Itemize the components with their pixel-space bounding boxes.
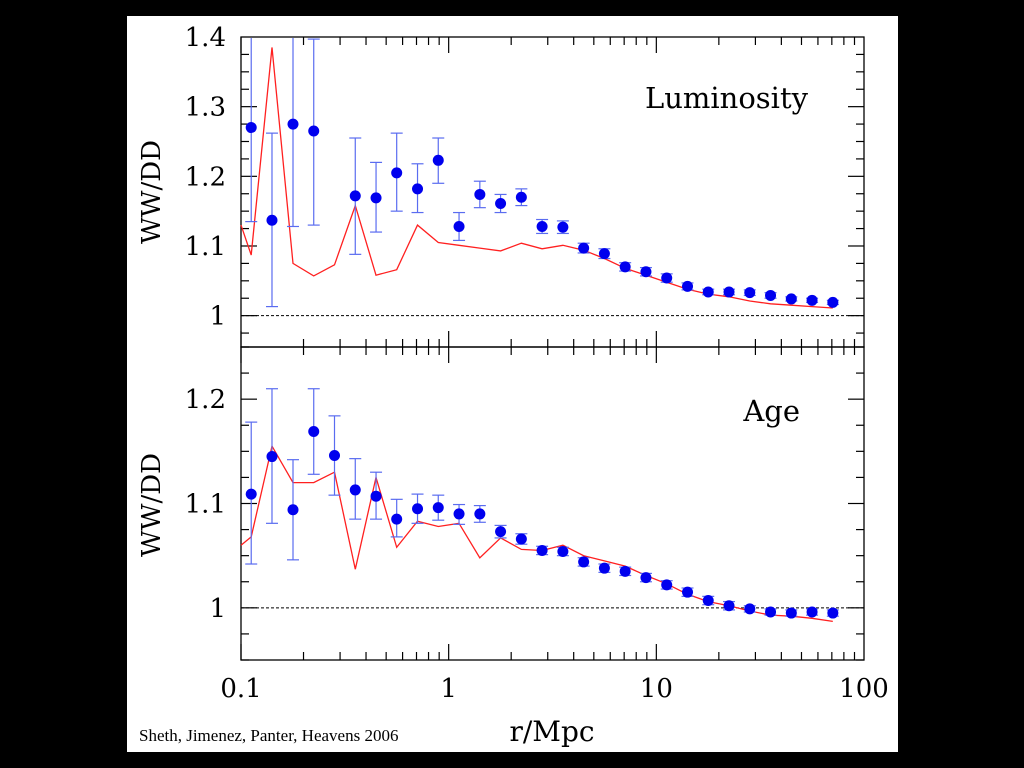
panel-label-luminosity: Luminosity (645, 81, 809, 115)
model-line-age (240, 444, 833, 623)
panel-age: 1 1.1 1.2 (185, 346, 865, 661)
data-point-age (245, 488, 257, 500)
data-point-age (785, 607, 797, 619)
data-point-luminosity (495, 197, 507, 209)
data-point-luminosity (474, 188, 486, 200)
data-point-age (391, 513, 403, 525)
data-point-age (682, 586, 694, 598)
data-point-luminosity (827, 296, 839, 308)
data-point-age (598, 562, 610, 574)
data-point-luminosity (765, 289, 777, 301)
data-point-luminosity (661, 272, 673, 284)
data-point-luminosity (370, 192, 382, 204)
data-point-age (744, 603, 756, 615)
x-axis-tick-labels: 0.1 1 10 100 (220, 674, 889, 704)
y-tick-label-age: 1 (209, 594, 226, 624)
x-tick-label: 0.1 (220, 674, 261, 704)
y-tick-label-age: 1.2 (185, 385, 226, 415)
y-axis-label-age: WW/DD (137, 453, 167, 557)
data-point-luminosity (744, 287, 756, 299)
data-point-luminosity (723, 286, 735, 298)
data-point-age (827, 607, 839, 619)
x-axis-label: r/Mpc (509, 715, 594, 748)
data-point-luminosity (308, 125, 320, 137)
panel-luminosity: 1 1.1 1.2 1.3 1.4 (185, 23, 865, 348)
data-point-age (412, 503, 424, 515)
y-tick-label-age: 1.1 (185, 490, 226, 520)
data-point-luminosity (640, 266, 652, 278)
panel-label-age: Age (742, 394, 800, 428)
y-tick-label-luminosity: 1.1 (185, 232, 226, 262)
credit-text: Sheth, Jimenez, Panter, Heavens 2006 (139, 726, 399, 745)
data-point-luminosity (515, 191, 527, 203)
data-point-age (619, 565, 631, 577)
model-line-luminosity (240, 47, 833, 309)
data-point-age (266, 451, 278, 463)
data-point-age (661, 579, 673, 591)
y-tick-label-luminosity: 1 (209, 302, 226, 332)
data-point-age (349, 484, 361, 496)
data-point-luminosity (702, 286, 714, 298)
data-point-age (557, 545, 569, 557)
data-point-luminosity (245, 122, 257, 134)
data-point-age (723, 600, 735, 612)
data-point-luminosity (391, 167, 403, 179)
slide (127, 16, 898, 752)
data-point-luminosity (806, 294, 818, 306)
data-point-luminosity (598, 248, 610, 260)
data-point-luminosity (453, 220, 465, 232)
data-point-age (495, 526, 507, 538)
data-point-luminosity (557, 221, 569, 233)
data-point-age (702, 595, 714, 607)
data-point-luminosity (349, 190, 361, 202)
data-point-age (515, 533, 527, 545)
data-point-age (308, 426, 320, 438)
data-point-age (640, 572, 652, 584)
data-point-age (453, 508, 465, 520)
data-point-luminosity (682, 280, 694, 292)
data-point-age (370, 490, 382, 502)
x-tick-label: 100 (839, 674, 889, 704)
x-tick-label: 1 (440, 674, 457, 704)
y-tick-label-luminosity: 1.2 (185, 162, 226, 192)
data-point-age (329, 450, 341, 462)
data-point-luminosity (266, 214, 278, 226)
data-point-age (287, 504, 299, 516)
y-tick-label-luminosity: 1.3 (185, 93, 226, 123)
data-point-age (536, 544, 548, 556)
data-point-age (578, 556, 590, 568)
data-point-age (765, 606, 777, 618)
data-point-age (806, 606, 818, 618)
y-tick-label-luminosity: 1.4 (185, 23, 226, 53)
x-tick-label: 10 (640, 674, 673, 704)
data-point-luminosity (412, 183, 424, 195)
data-point-luminosity (785, 293, 797, 305)
data-point-luminosity (432, 154, 444, 166)
data-point-luminosity (287, 118, 299, 130)
data-point-age (432, 502, 444, 514)
data-point-luminosity (619, 261, 631, 273)
data-point-age (474, 508, 486, 520)
y-axis-label-luminosity: WW/DD (137, 140, 167, 244)
data-point-luminosity (578, 242, 590, 254)
data-point-luminosity (536, 220, 548, 232)
